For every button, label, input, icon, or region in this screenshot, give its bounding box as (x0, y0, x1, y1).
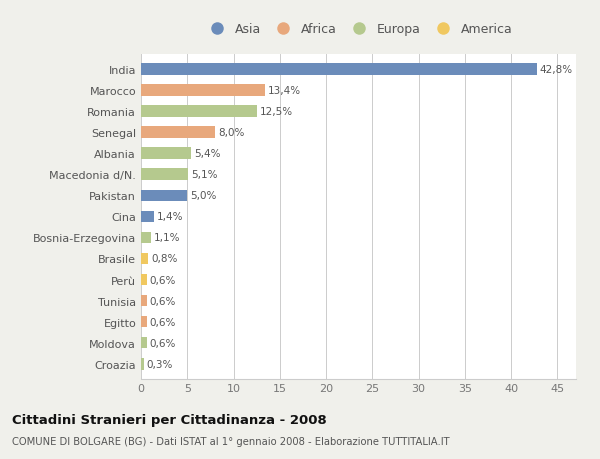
Text: 5,4%: 5,4% (194, 149, 220, 159)
Bar (141, 148, 191, 160)
Text: COMUNE DI BOLGARE (BG) - Dati ISTAT al 1° gennaio 2008 - Elaborazione TUTTITALIA: COMUNE DI BOLGARE (BG) - Dati ISTAT al 1… (12, 436, 449, 446)
Bar (141, 232, 151, 244)
Text: 0,6%: 0,6% (149, 275, 176, 285)
Text: 5,0%: 5,0% (190, 191, 217, 201)
Bar (141, 337, 146, 349)
Text: 0,8%: 0,8% (151, 254, 178, 264)
Legend: Asia, Africa, Europa, America: Asia, Africa, Europa, America (201, 19, 516, 40)
Bar (141, 295, 146, 307)
Bar (141, 253, 148, 265)
Text: 42,8%: 42,8% (540, 65, 573, 75)
Text: 13,4%: 13,4% (268, 86, 301, 96)
Text: 1,1%: 1,1% (154, 233, 181, 243)
Bar (141, 274, 146, 285)
Bar (141, 127, 215, 139)
Bar (141, 316, 146, 328)
Bar (141, 190, 187, 202)
Bar (141, 64, 537, 76)
Text: 0,6%: 0,6% (149, 338, 176, 348)
Bar (141, 358, 144, 370)
Text: Cittadini Stranieri per Cittadinanza - 2008: Cittadini Stranieri per Cittadinanza - 2… (12, 413, 327, 426)
Bar (141, 85, 265, 96)
Text: 0,6%: 0,6% (149, 317, 176, 327)
Bar (141, 106, 257, 118)
Text: 5,1%: 5,1% (191, 170, 217, 180)
Bar (141, 211, 154, 223)
Text: 12,5%: 12,5% (259, 107, 293, 117)
Text: 0,6%: 0,6% (149, 296, 176, 306)
Bar (141, 169, 188, 181)
Text: 8,0%: 8,0% (218, 128, 244, 138)
Text: 0,3%: 0,3% (146, 359, 173, 369)
Text: 1,4%: 1,4% (157, 212, 183, 222)
